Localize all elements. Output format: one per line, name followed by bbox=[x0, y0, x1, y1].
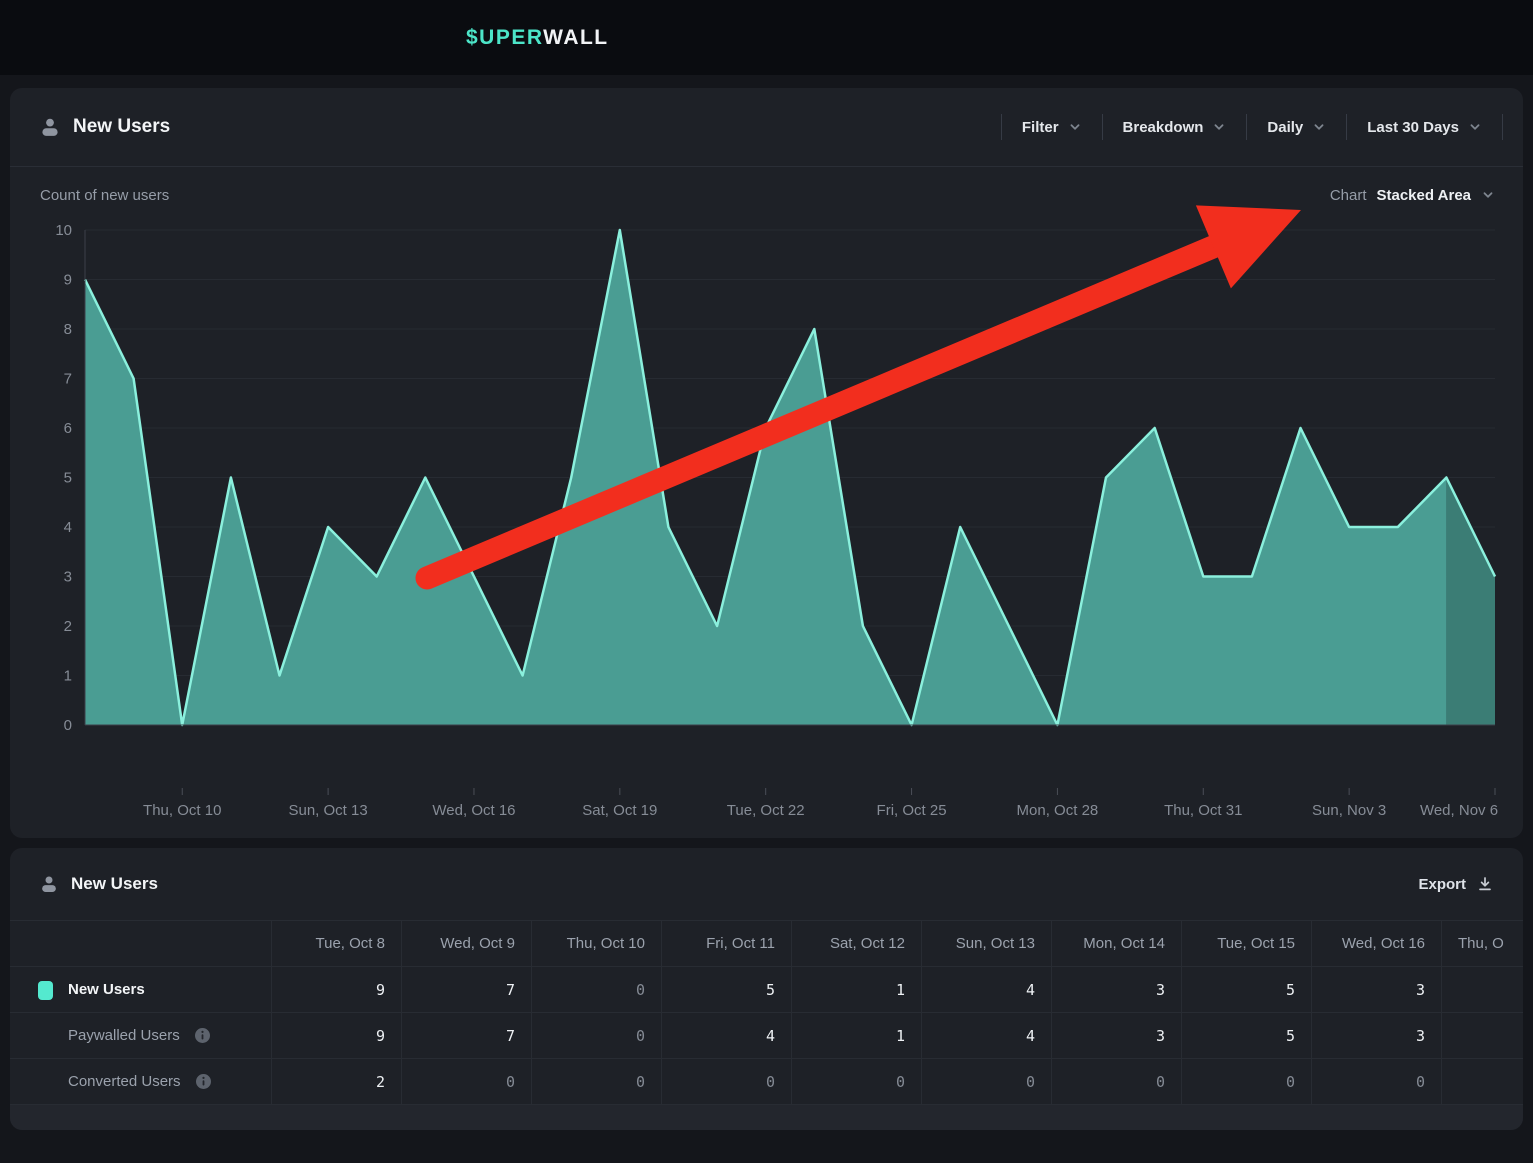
table-value-cell: 0 bbox=[401, 1059, 531, 1104]
table-value-cell bbox=[1441, 1013, 1523, 1058]
column-header: Sat, Oct 12 bbox=[791, 921, 921, 966]
y-axis-tick-label: 0 bbox=[64, 717, 72, 734]
x-axis-tick-label: Wed, Nov 6 bbox=[1420, 802, 1498, 819]
table-value-cell bbox=[1441, 1059, 1523, 1104]
table-row: Converted Users200000000 bbox=[10, 1058, 1523, 1104]
column-header: Wed, Oct 9 bbox=[401, 921, 531, 966]
table-footer-strip bbox=[10, 1104, 1523, 1130]
x-axis-tick-label: Tue, Oct 22 bbox=[727, 802, 805, 819]
x-axis-tick-label: Sun, Oct 13 bbox=[288, 802, 367, 819]
table-value-cell: 4 bbox=[921, 967, 1051, 1012]
table-value-cell: 0 bbox=[921, 1059, 1051, 1104]
table-value-cell: 5 bbox=[1181, 1013, 1311, 1058]
column-header: Thu, O bbox=[1441, 921, 1523, 966]
column-header: Thu, Oct 10 bbox=[531, 921, 661, 966]
table-panel-header: New Users Export bbox=[10, 848, 1523, 920]
person-icon bbox=[40, 875, 58, 893]
y-axis-tick-label: 3 bbox=[64, 569, 72, 586]
x-axis-tick-label: Sun, Nov 3 bbox=[1312, 802, 1386, 819]
table-value-cell: 3 bbox=[1051, 1013, 1181, 1058]
info-icon[interactable] bbox=[195, 1073, 212, 1090]
column-header: Mon, Oct 14 bbox=[1051, 921, 1181, 966]
x-axis-tick-label: Wed, Oct 16 bbox=[432, 802, 515, 819]
new-users-table-panel: New Users Export Tue, Oct 8Wed, Oct 9Thu… bbox=[10, 848, 1523, 1130]
column-header: Wed, Oct 16 bbox=[1311, 921, 1441, 966]
table-value-cell: 2 bbox=[271, 1059, 401, 1104]
y-axis-tick-label: 10 bbox=[55, 222, 72, 239]
table-value-cell: 0 bbox=[531, 967, 661, 1012]
table-value-cell: 5 bbox=[1181, 967, 1311, 1012]
logo-prefix: $UPER bbox=[466, 26, 543, 49]
x-axis-tick-label: Mon, Oct 28 bbox=[1017, 802, 1099, 819]
table-value-cell: 5 bbox=[661, 967, 791, 1012]
x-axis-tick-label: Thu, Oct 31 bbox=[1164, 802, 1242, 819]
table-value-cell: 3 bbox=[1311, 1013, 1441, 1058]
table-value-cell: 0 bbox=[531, 1013, 661, 1058]
table-value-cell: 9 bbox=[271, 967, 401, 1012]
table-value-cell bbox=[1441, 967, 1523, 1012]
legend-swatch bbox=[38, 981, 53, 1000]
download-icon bbox=[1477, 876, 1493, 892]
info-icon[interactable] bbox=[194, 1027, 211, 1044]
row-label-cell: Paywalled Users bbox=[10, 1013, 271, 1058]
new-users-chart-panel: New Users Filter Breakdown Daily Last 30… bbox=[10, 88, 1523, 838]
table-value-cell: 4 bbox=[921, 1013, 1051, 1058]
table-value-cell: 0 bbox=[661, 1059, 791, 1104]
top-navigation-bar: $UPERWALL bbox=[0, 0, 1533, 75]
export-label: Export bbox=[1418, 876, 1466, 893]
table-row: New Users970514353 bbox=[10, 966, 1523, 1012]
y-axis-tick-label: 4 bbox=[64, 519, 72, 536]
table-panel-title: New Users bbox=[71, 874, 158, 894]
table-value-cell: 1 bbox=[791, 1013, 921, 1058]
y-axis-tick-label: 2 bbox=[64, 618, 72, 635]
table-value-cell: 0 bbox=[531, 1059, 661, 1104]
table-value-cell: 1 bbox=[791, 967, 921, 1012]
x-axis-tick-label: Sat, Oct 19 bbox=[582, 802, 657, 819]
column-header: Sun, Oct 13 bbox=[921, 921, 1051, 966]
row-label: Paywalled Users bbox=[68, 1027, 180, 1044]
data-table: Tue, Oct 8Wed, Oct 9Thu, Oct 10Fri, Oct … bbox=[10, 920, 1523, 1104]
table-value-cell: 3 bbox=[1311, 967, 1441, 1012]
row-label: New Users bbox=[68, 981, 145, 998]
column-header: Tue, Oct 15 bbox=[1181, 921, 1311, 966]
table-value-cell: 7 bbox=[401, 967, 531, 1012]
row-label-cell: New Users bbox=[10, 967, 271, 1012]
row-label-cell: Converted Users bbox=[10, 1059, 271, 1104]
table-value-cell: 4 bbox=[661, 1013, 791, 1058]
table-value-cell: 7 bbox=[401, 1013, 531, 1058]
y-axis-tick-label: 1 bbox=[64, 668, 72, 685]
table-value-cell: 0 bbox=[791, 1059, 921, 1104]
table-row: Paywalled Users970414353 bbox=[10, 1012, 1523, 1058]
table-value-cell: 0 bbox=[1311, 1059, 1441, 1104]
y-axis-tick-label: 5 bbox=[64, 470, 72, 487]
y-axis-tick-label: 9 bbox=[64, 272, 72, 289]
y-axis-tick-label: 8 bbox=[64, 321, 72, 338]
table-header-empty-cell bbox=[10, 921, 271, 966]
column-header: Tue, Oct 8 bbox=[271, 921, 401, 966]
export-button[interactable]: Export bbox=[1418, 848, 1493, 920]
table-value-cell: 3 bbox=[1051, 967, 1181, 1012]
y-axis-tick-label: 6 bbox=[64, 420, 72, 437]
x-axis-tick-label: Thu, Oct 10 bbox=[143, 802, 221, 819]
table-header-row: Tue, Oct 8Wed, Oct 9Thu, Oct 10Fri, Oct … bbox=[10, 920, 1523, 966]
table-value-cell: 0 bbox=[1181, 1059, 1311, 1104]
table-value-cell: 0 bbox=[1051, 1059, 1181, 1104]
column-header: Fri, Oct 11 bbox=[661, 921, 791, 966]
stacked-area-chart[interactable]: 0 1 2 3 4 5 6 7 8 9 10 Thu, Oct 10 Sun, Oct 13 Wed, O… bbox=[10, 88, 1523, 838]
table-value-cell: 9 bbox=[271, 1013, 401, 1058]
superwall-logo[interactable]: $UPERWALL bbox=[466, 0, 609, 75]
row-label: Converted Users bbox=[68, 1073, 181, 1090]
y-axis-tick-label: 7 bbox=[64, 371, 72, 388]
x-axis-tick-label: Fri, Oct 25 bbox=[877, 802, 947, 819]
area-fill-last-day bbox=[1446, 478, 1495, 726]
logo-suffix: WALL bbox=[543, 26, 608, 49]
